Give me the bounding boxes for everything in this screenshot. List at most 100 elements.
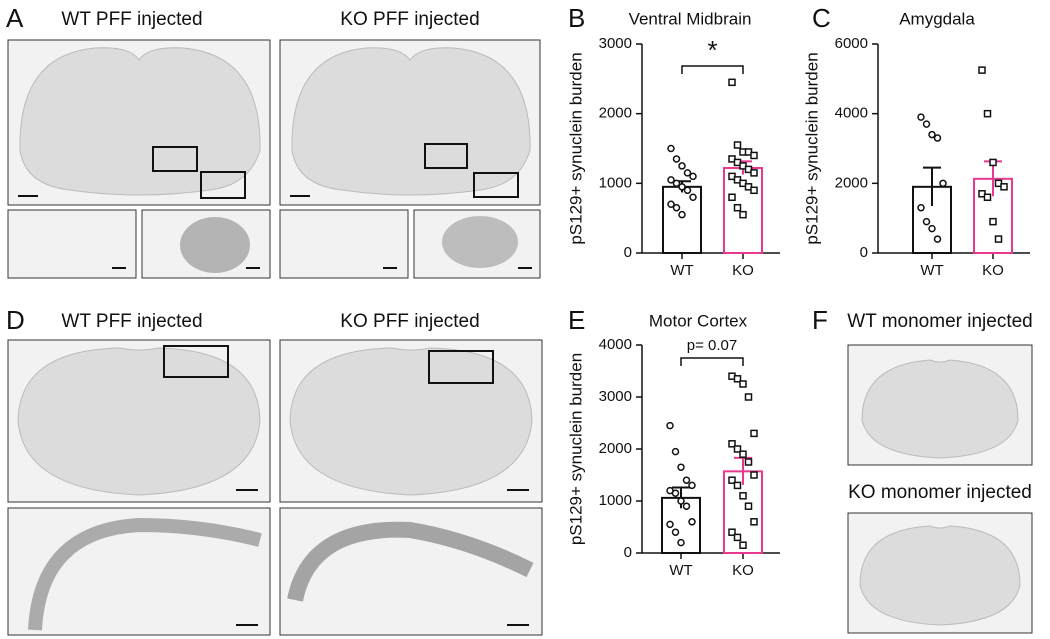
tissue bbox=[287, 521, 534, 602]
data-point bbox=[978, 66, 986, 74]
data-point bbox=[739, 541, 747, 549]
data-point bbox=[744, 502, 753, 510]
data-point bbox=[739, 210, 747, 219]
roi-box bbox=[163, 345, 229, 378]
x-tick-label: WT bbox=[669, 562, 692, 579]
chart-title: Amygdala bbox=[899, 9, 975, 28]
micrograph-group bbox=[847, 344, 1033, 634]
panel-letter: C bbox=[812, 3, 831, 33]
micrograph-inset bbox=[7, 209, 137, 279]
y-tick-label: 6000 bbox=[835, 35, 868, 52]
data-point bbox=[677, 497, 685, 505]
data-point bbox=[917, 203, 925, 212]
y-tick-label: 4000 bbox=[599, 336, 632, 353]
data-point bbox=[666, 520, 674, 529]
image-label: WT PFF injected bbox=[61, 311, 202, 332]
x-tick-label: KO bbox=[982, 262, 1004, 279]
panel-letter: D bbox=[6, 305, 25, 335]
data-point bbox=[667, 176, 675, 184]
data-point bbox=[678, 162, 686, 170]
data-point bbox=[678, 183, 686, 191]
x-tick-label: WT bbox=[920, 262, 943, 279]
data-point bbox=[677, 538, 685, 547]
data-point bbox=[689, 193, 697, 202]
roi-box bbox=[424, 143, 468, 169]
image-label: WT PFF injected bbox=[61, 9, 202, 30]
data-point bbox=[933, 134, 942, 142]
y-tick-label: 3000 bbox=[599, 35, 632, 52]
data-point bbox=[989, 217, 997, 226]
y-tick-label: 2000 bbox=[835, 174, 868, 191]
panel-letter: F bbox=[812, 305, 828, 335]
data-point bbox=[728, 78, 736, 87]
data-point bbox=[733, 533, 742, 542]
data-point bbox=[983, 109, 992, 118]
y-tick-label: 0 bbox=[860, 244, 868, 261]
x-tick-label: KO bbox=[732, 262, 754, 279]
image-label: KO PFF injected bbox=[340, 311, 479, 332]
x-tick-label: WT bbox=[670, 262, 693, 279]
significance-bracket bbox=[681, 65, 744, 74]
data-point bbox=[671, 528, 680, 536]
y-axis-label: pS129+ synuclein burden bbox=[566, 52, 585, 244]
micrograph bbox=[7, 507, 271, 636]
image-label: KO PFF injected bbox=[340, 9, 479, 30]
data-point bbox=[671, 447, 680, 456]
y-tick-label: 1000 bbox=[599, 492, 632, 509]
y-tick-label: 2000 bbox=[599, 105, 632, 122]
data-point bbox=[933, 235, 942, 243]
data-point bbox=[728, 528, 736, 536]
data-point bbox=[922, 217, 931, 226]
data-point bbox=[671, 489, 680, 497]
data-point bbox=[672, 203, 681, 212]
y-tick-label: 1000 bbox=[599, 174, 632, 191]
data-point bbox=[667, 144, 675, 153]
roi-box bbox=[473, 172, 519, 198]
data-point bbox=[744, 393, 753, 401]
tissue bbox=[19, 47, 261, 196]
data-point bbox=[989, 158, 997, 167]
tissue bbox=[291, 47, 531, 196]
data-point bbox=[744, 458, 753, 466]
tissue bbox=[861, 359, 1019, 459]
tissue bbox=[289, 347, 533, 496]
data-point bbox=[728, 440, 736, 448]
data-point bbox=[939, 179, 947, 188]
data-point bbox=[689, 172, 697, 181]
data-point bbox=[682, 502, 691, 510]
data-point bbox=[677, 463, 685, 471]
significance-label: * bbox=[707, 35, 717, 65]
y-tick-label: 3000 bbox=[599, 388, 632, 405]
data-point bbox=[733, 481, 742, 490]
data-point bbox=[733, 375, 742, 383]
data-point bbox=[928, 224, 936, 233]
data-point bbox=[917, 113, 925, 121]
data-point bbox=[928, 130, 936, 139]
image-label: WT monomer injected bbox=[847, 311, 1033, 332]
tissue bbox=[442, 216, 518, 268]
data-point bbox=[728, 193, 736, 202]
x-tick-label: KO bbox=[732, 562, 754, 579]
data-point bbox=[739, 380, 747, 388]
data-point bbox=[733, 203, 742, 212]
y-tick-label: 2000 bbox=[599, 440, 632, 457]
data-point bbox=[739, 492, 747, 500]
micrograph-group bbox=[7, 39, 541, 279]
data-point bbox=[683, 186, 692, 195]
data-point bbox=[739, 450, 747, 458]
data-point bbox=[728, 476, 736, 484]
micrograph bbox=[279, 507, 543, 636]
data-point bbox=[733, 141, 742, 149]
significance-bracket bbox=[680, 357, 744, 366]
image-label: KO monomer injected bbox=[848, 482, 1032, 503]
roi-box bbox=[152, 146, 198, 172]
data-point bbox=[1000, 183, 1008, 191]
chart-title: Ventral Midbrain bbox=[629, 9, 752, 28]
data-point bbox=[666, 421, 674, 430]
data-point bbox=[682, 476, 691, 484]
y-tick-label: 0 bbox=[624, 244, 632, 261]
data-point bbox=[688, 481, 696, 490]
y-tick-label: 0 bbox=[624, 544, 632, 561]
data-point bbox=[672, 179, 681, 188]
